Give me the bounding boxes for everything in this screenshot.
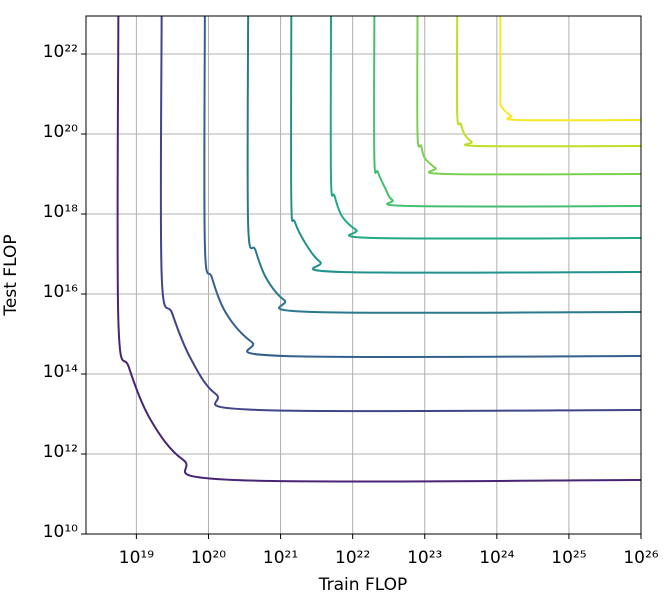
x-tick-label: 10²⁶ <box>623 548 658 568</box>
axis-layer: 10¹⁹ 10²⁰ 10²¹ 10²² 10²³ 10²⁴ 10²⁵ 10²⁶ 10¹⁰ 10¹²… <box>43 42 659 568</box>
y-tick-label: 10¹⁴ <box>43 362 78 382</box>
contour-line <box>159 15 642 413</box>
contour-line <box>455 15 642 148</box>
curve-layer <box>116 15 642 483</box>
x-tick-label: 10²⁴ <box>479 548 514 568</box>
contour-line <box>499 16 642 122</box>
contour-line <box>116 15 642 483</box>
contour-line <box>203 15 642 359</box>
x-tick-label: 10²¹ <box>263 548 298 568</box>
x-tick-label: 10²² <box>335 548 370 568</box>
x-axis-label: Train FLOP <box>318 575 407 595</box>
plot-frame <box>85 15 642 535</box>
contour-line <box>290 15 642 274</box>
contour-line <box>246 15 642 314</box>
y-tick-label: 10¹⁸ <box>43 202 78 222</box>
y-tick-label: 10¹⁰ <box>43 522 78 542</box>
x-tick-label: 10²⁰ <box>191 548 226 568</box>
x-tick-label: 10²⁵ <box>551 548 586 568</box>
contour-line <box>329 15 642 240</box>
y-tick-label: 10²⁰ <box>43 122 78 142</box>
x-tick-label: 10²³ <box>407 548 442 568</box>
contour-line <box>416 15 642 176</box>
grid-layer <box>86 16 642 535</box>
contour-line <box>373 15 642 208</box>
y-tick-label: 10¹² <box>43 442 78 462</box>
y-axis-label: Test FLOP <box>1 234 21 316</box>
y-tick-label: 10¹⁶ <box>43 282 78 302</box>
x-tick-label: 10¹⁹ <box>119 548 154 568</box>
y-tick-label: 10²² <box>43 42 78 62</box>
